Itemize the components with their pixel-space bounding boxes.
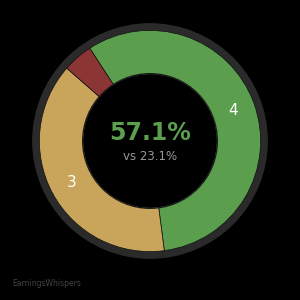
Text: vs 23.1%: vs 23.1%	[123, 150, 177, 163]
Circle shape	[33, 24, 267, 258]
Text: 4: 4	[228, 103, 238, 118]
Wedge shape	[39, 68, 164, 252]
Text: EarningsWhispers: EarningsWhispers	[12, 279, 81, 288]
Wedge shape	[90, 30, 261, 250]
Wedge shape	[67, 48, 114, 98]
Text: 57.1%: 57.1%	[109, 121, 191, 145]
Text: 3: 3	[67, 175, 77, 190]
Circle shape	[84, 75, 216, 207]
